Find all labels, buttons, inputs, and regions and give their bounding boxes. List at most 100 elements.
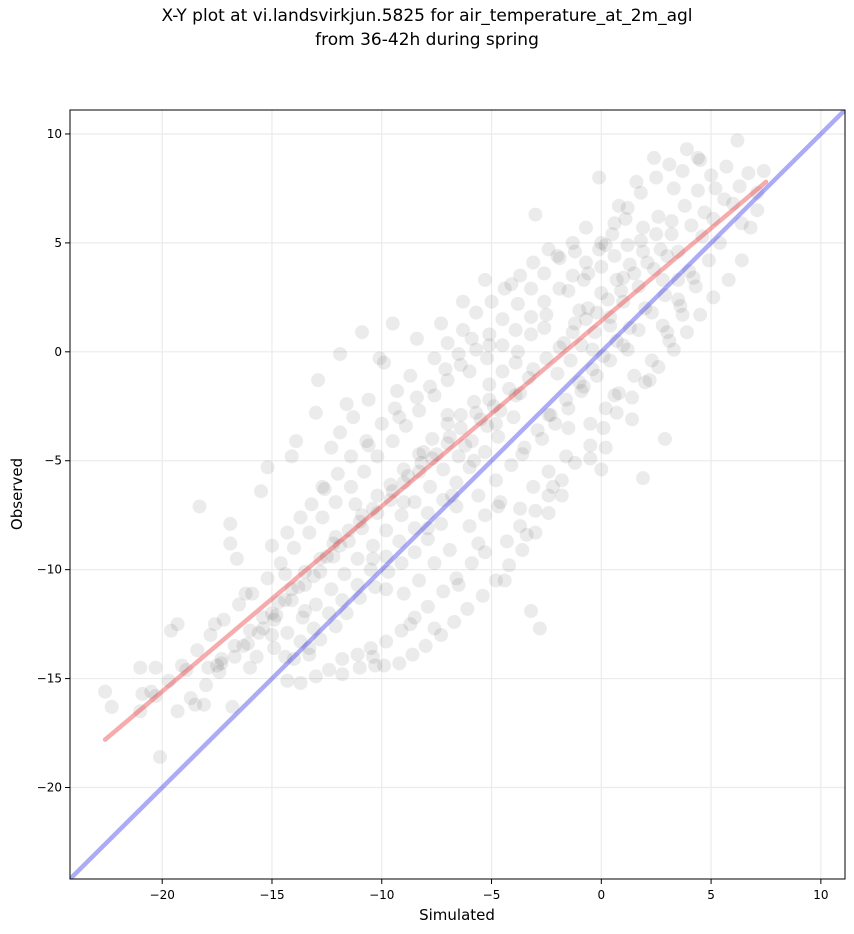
scatter-point bbox=[592, 170, 607, 185]
y-tick-label: −20 bbox=[37, 781, 62, 795]
scatter-point bbox=[506, 410, 521, 425]
scatter-point bbox=[379, 549, 394, 564]
scatter-point bbox=[339, 606, 354, 621]
scatter-point bbox=[556, 336, 571, 351]
scatter-point bbox=[565, 268, 580, 283]
y-axis-label: Observed bbox=[8, 458, 26, 530]
scatter-point bbox=[429, 447, 444, 462]
scatter-point bbox=[227, 638, 242, 653]
scatter-point bbox=[210, 658, 225, 673]
scatter-point bbox=[552, 340, 567, 355]
scatter-point bbox=[196, 697, 211, 712]
scatter-point bbox=[442, 429, 457, 444]
scatter-point bbox=[561, 401, 576, 416]
scatter-point bbox=[625, 390, 640, 405]
scatter-point bbox=[541, 506, 556, 521]
scatter-point bbox=[207, 617, 222, 632]
scatter-point bbox=[646, 150, 661, 165]
scatter-point bbox=[477, 445, 492, 460]
scatter-point bbox=[315, 510, 330, 525]
scatter-point bbox=[354, 508, 369, 523]
scatter-point bbox=[350, 647, 365, 662]
scatter-point bbox=[482, 392, 497, 407]
scatter-point bbox=[363, 562, 378, 577]
scatter-point bbox=[434, 628, 449, 643]
scatter-point bbox=[482, 377, 497, 392]
scatter-point bbox=[750, 185, 765, 200]
scatter-point bbox=[453, 421, 468, 436]
scatter-point bbox=[403, 368, 418, 383]
scatter-point bbox=[671, 244, 686, 259]
scatter-point bbox=[550, 366, 565, 381]
scatter-point bbox=[420, 532, 435, 547]
scatter-point bbox=[295, 610, 310, 625]
scatter-point bbox=[264, 538, 279, 553]
scatter-point bbox=[671, 292, 686, 307]
scatter-point bbox=[541, 464, 556, 479]
scatter-point bbox=[684, 218, 699, 233]
scatter-point bbox=[438, 362, 453, 377]
scatter-point bbox=[644, 305, 659, 320]
scatter-point bbox=[240, 636, 255, 651]
y-tick-label: 0 bbox=[54, 345, 62, 359]
scatter-point bbox=[398, 418, 413, 433]
scatter-point bbox=[451, 577, 466, 592]
scatter-point bbox=[306, 569, 321, 584]
scatter-point bbox=[675, 163, 690, 178]
scatter-point bbox=[524, 604, 539, 619]
scatter-point bbox=[592, 242, 607, 257]
scatter-point bbox=[407, 545, 422, 560]
scatter-point bbox=[286, 540, 301, 555]
scatter-point bbox=[308, 669, 323, 684]
scatter-point bbox=[324, 582, 339, 597]
scatter-point bbox=[363, 641, 378, 656]
scatter-point bbox=[482, 338, 497, 353]
scatter-point bbox=[385, 434, 400, 449]
scatter-point bbox=[675, 307, 690, 322]
scatter-point bbox=[567, 316, 582, 331]
scatter-point bbox=[284, 593, 299, 608]
y-axis-ticks: −20 −15 −10 −5 0 5 10 bbox=[37, 127, 70, 795]
scatter-point bbox=[660, 248, 675, 263]
scatter-point bbox=[574, 338, 589, 353]
scatter-point bbox=[440, 407, 455, 422]
scatter-point bbox=[644, 353, 659, 368]
scatter-point bbox=[319, 549, 334, 564]
x-tick-label: −10 bbox=[369, 888, 394, 902]
scatter-point bbox=[289, 434, 304, 449]
scatter-point bbox=[524, 281, 539, 296]
scatter-point bbox=[352, 514, 367, 529]
scatter-point bbox=[223, 536, 238, 551]
scatter-point bbox=[594, 285, 609, 300]
scatter-point bbox=[216, 612, 231, 627]
scatter-point bbox=[412, 447, 427, 462]
scatter-point bbox=[278, 649, 293, 664]
scatter-point bbox=[572, 375, 587, 390]
scatter-point bbox=[354, 325, 369, 340]
scatter-point bbox=[537, 320, 552, 335]
scatter-point bbox=[313, 551, 328, 566]
scatter-point bbox=[504, 458, 519, 473]
scatter-point bbox=[267, 641, 282, 656]
scatter-point bbox=[183, 691, 198, 706]
scatter-point bbox=[649, 170, 664, 185]
y-tick-label: −5 bbox=[44, 454, 62, 468]
scatter-point bbox=[491, 499, 506, 514]
scatter-point bbox=[677, 198, 692, 213]
scatter-point bbox=[662, 157, 677, 172]
scatter-point bbox=[418, 638, 433, 653]
scatter-point bbox=[581, 301, 596, 316]
scatter-point bbox=[379, 582, 394, 597]
scatter-point bbox=[420, 599, 435, 614]
scatter-point bbox=[513, 519, 528, 534]
scatter-point bbox=[350, 551, 365, 566]
scatter-point bbox=[423, 479, 438, 494]
scatter-point bbox=[394, 556, 409, 571]
scatter-point bbox=[651, 209, 666, 224]
scatter-point bbox=[256, 621, 271, 636]
scatter-point bbox=[379, 523, 394, 538]
scatter-point bbox=[365, 501, 380, 516]
scatter-point bbox=[407, 521, 422, 536]
scatter-point bbox=[286, 651, 301, 666]
